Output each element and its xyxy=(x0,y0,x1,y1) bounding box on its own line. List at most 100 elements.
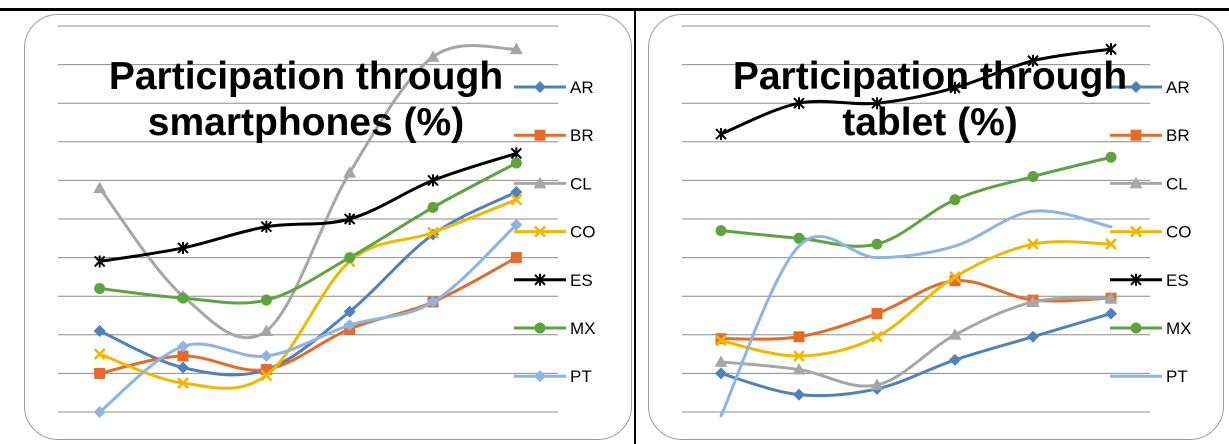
data-point xyxy=(715,367,727,380)
data-point xyxy=(792,363,806,375)
data-point xyxy=(343,213,356,225)
legend-item-cl: CL xyxy=(514,174,592,193)
data-point xyxy=(510,193,523,206)
data-point xyxy=(260,350,273,363)
data-point xyxy=(260,294,272,306)
data-point xyxy=(344,252,356,264)
data-point xyxy=(949,270,961,283)
data-point xyxy=(1105,238,1117,251)
data-point xyxy=(793,97,805,110)
data-point xyxy=(949,194,961,206)
data-point xyxy=(427,201,439,213)
data-point xyxy=(510,218,523,231)
legend-item-br: BR xyxy=(1110,126,1190,145)
legend-item-cl: CL xyxy=(1110,174,1188,193)
chart-title: Participation through smartphones (%) xyxy=(86,54,526,146)
legend-marker xyxy=(1130,225,1142,238)
legend-label: CL xyxy=(1166,174,1188,193)
data-point xyxy=(948,328,962,340)
legend-item-es: ES xyxy=(1110,271,1189,290)
data-point xyxy=(260,220,273,233)
legend-marker xyxy=(533,176,547,189)
chart-title-line-1: Participation through xyxy=(732,55,1128,98)
data-point xyxy=(426,50,440,62)
legend-label: AR xyxy=(570,78,594,97)
legend-marker xyxy=(534,322,546,334)
series-pt xyxy=(719,209,1113,418)
data-point xyxy=(1105,151,1117,163)
data-point xyxy=(1105,307,1117,320)
legend-item-es: ES xyxy=(514,271,593,290)
chart-title: Participation through tablet (%) xyxy=(710,54,1150,146)
legend-label: CL xyxy=(570,174,592,193)
data-point xyxy=(260,364,272,376)
data-point xyxy=(871,330,883,343)
data-point xyxy=(1027,171,1039,183)
data-point xyxy=(93,406,106,418)
data-point xyxy=(793,331,805,343)
series-line xyxy=(98,161,518,305)
data-point xyxy=(510,147,523,160)
series-cl xyxy=(714,291,1118,390)
data-point xyxy=(177,361,189,374)
data-point xyxy=(94,367,106,379)
legend-marker xyxy=(534,273,546,286)
data-point xyxy=(715,128,727,141)
legend-label: MX xyxy=(570,319,596,338)
data-point xyxy=(177,377,189,389)
data-point xyxy=(177,350,189,362)
chart-frame xyxy=(648,14,1224,440)
legend-marker xyxy=(1129,176,1143,189)
series-co xyxy=(715,238,1117,362)
top-rule xyxy=(0,8,1229,11)
data-point xyxy=(177,340,189,353)
data-point xyxy=(94,282,106,294)
legend-marker xyxy=(1130,273,1142,286)
series-line xyxy=(98,223,518,414)
data-point xyxy=(1027,238,1039,251)
legend-marker xyxy=(534,225,546,238)
legend-label: CO xyxy=(570,223,596,242)
legend-item-mx: MX xyxy=(514,319,596,338)
legend-item-mx: MX xyxy=(1110,319,1192,338)
data-point xyxy=(715,334,727,347)
legend-item-pt: PT xyxy=(514,367,592,386)
series-es xyxy=(715,43,1117,141)
data-point xyxy=(714,355,728,367)
legend-item-ar: AR xyxy=(514,78,594,97)
legend-label: CO xyxy=(1166,223,1192,242)
legend-label: BR xyxy=(1166,126,1190,145)
legend-marker xyxy=(534,81,546,93)
chart-svg-smartphones: AR BR CL CO ES MX PT xyxy=(58,25,596,418)
legend-marker xyxy=(1130,129,1142,141)
legend-marker xyxy=(1130,322,1142,334)
data-point xyxy=(177,292,189,304)
legend-marker xyxy=(1130,81,1142,93)
chart-title-line-2: smartphones (%) xyxy=(147,101,465,144)
data-point xyxy=(93,181,107,194)
data-point xyxy=(510,157,522,169)
data-point xyxy=(871,238,883,250)
series-line xyxy=(98,151,518,263)
data-point xyxy=(1027,54,1039,67)
gridlines xyxy=(682,25,1150,413)
data-point xyxy=(93,255,106,268)
chart-panel-tablet: AR BR CL CO ES MX PT Participation through tab… xyxy=(648,14,1224,442)
data-point xyxy=(1105,43,1117,56)
legend-marker xyxy=(534,129,546,141)
data-point xyxy=(1026,295,1040,307)
data-point xyxy=(871,97,883,110)
data-point xyxy=(259,324,273,336)
data-point xyxy=(510,252,522,264)
data-point xyxy=(427,295,439,308)
data-point xyxy=(177,241,189,254)
data-point xyxy=(793,388,805,401)
data-point xyxy=(343,166,357,178)
chart-title-line-1: Participation through xyxy=(108,55,504,98)
series-co xyxy=(93,193,523,390)
legend-label: MX xyxy=(1166,319,1192,338)
series-mx xyxy=(94,157,522,306)
legend-label: PT xyxy=(570,367,592,386)
data-point xyxy=(793,350,805,362)
data-point xyxy=(793,232,805,244)
